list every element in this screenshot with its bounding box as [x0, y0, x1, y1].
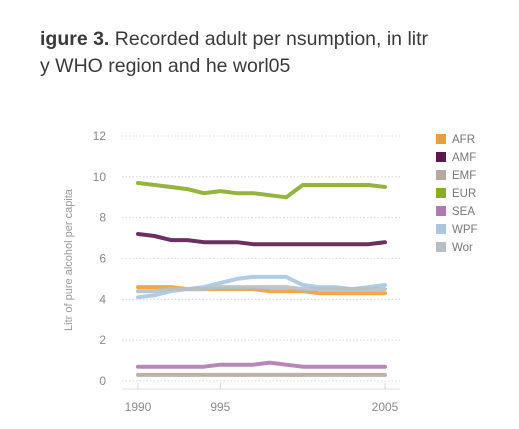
gridlines — [122, 135, 400, 382]
y-tick-label-2: 2 — [99, 333, 106, 347]
x-tick-label-1990: 1990 — [125, 400, 152, 414]
legend-swatch-afr — [436, 134, 446, 144]
figure-title-line-2: y WHO region and he worl05 — [40, 55, 291, 77]
y-axis-ticks: 0 2 4 6 8 10 12 — [93, 129, 107, 388]
figure-title-line-1: igure 3. Recorded adult per nsumption, i… — [40, 26, 510, 53]
legend-swatch-emf — [436, 170, 446, 180]
x-axis: 1990 995 2005 — [122, 383, 400, 414]
legend-label-wpf: WPF — [452, 224, 478, 236]
legend-label-wor: Wor — [452, 242, 473, 254]
legend-swatch-wor — [436, 242, 446, 252]
series-line-sea — [136, 360, 387, 369]
y-tick-label-4: 4 — [99, 292, 106, 306]
legend-swatch-amf — [436, 152, 446, 162]
y-tick-label-10: 10 — [93, 170, 107, 184]
series-line-wor — [136, 285, 387, 294]
legend-label-amf: AMF — [452, 152, 476, 164]
y-tick-label-12: 12 — [93, 129, 107, 143]
legend-label-sea: SEA — [452, 206, 475, 218]
legend-swatch-eur — [436, 188, 446, 198]
y-tick-label-8: 8 — [99, 211, 106, 225]
y-tick-label-0: 0 — [99, 374, 106, 388]
legend-label-emf: EMF — [452, 170, 476, 182]
figure-title: igure 3. Recorded adult per nsumption, i… — [40, 26, 510, 80]
series-line-eur — [136, 181, 387, 200]
legend-swatch-wpf — [436, 224, 446, 234]
y-tick-label-6: 6 — [99, 252, 106, 266]
series-line-amf — [136, 232, 387, 247]
legend-swatch-sea — [436, 206, 446, 216]
x-tick-label-2005: 2005 — [372, 400, 399, 414]
y-axis-label: Litr of pure alcohol per capita — [63, 188, 75, 331]
figure-title-text-1: Recorded adult per nsumption, in litr — [109, 28, 429, 50]
legend-label-afr: AFR — [452, 134, 475, 146]
legend-label-eur: EUR — [452, 188, 476, 200]
x-tick-label-995: 995 — [210, 400, 230, 414]
figure-label: igure 3. — [40, 28, 110, 50]
series-lines — [136, 181, 387, 377]
legend: AFR AMF EMF EUR SEA WPF Wor — [436, 134, 478, 254]
